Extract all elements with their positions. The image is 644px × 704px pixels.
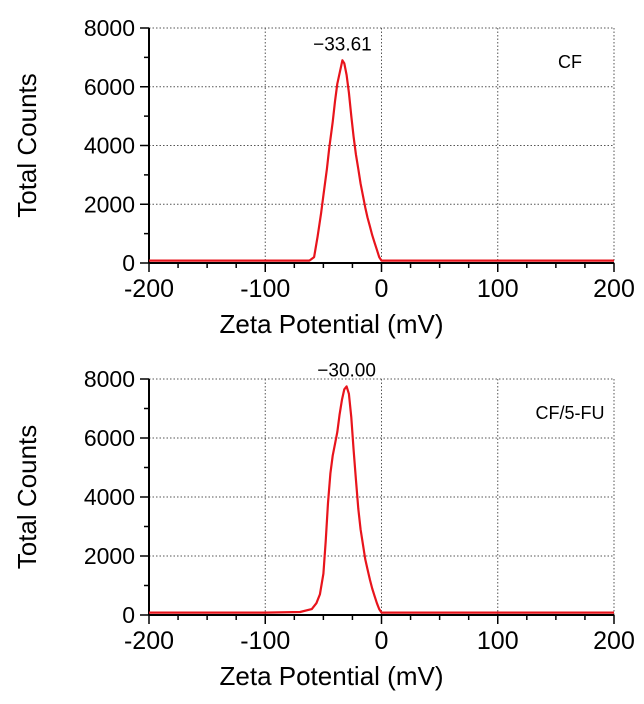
distribution-line [149,59,614,262]
x-tick-label: 200 [593,275,635,303]
x-tick-label: -100 [240,275,290,303]
x-tick-label: -200 [124,275,174,303]
y-tick-label: 6000 [84,74,135,100]
y-tick-label: 8000 [84,366,135,392]
sample-label: CF/5-FU [536,403,605,423]
x-tick-label: 200 [593,627,635,655]
y-tick-label: 6000 [84,425,135,451]
y-axis-label: Total Counts [12,425,42,570]
y-tick-label: 2000 [84,191,135,217]
x-tick-label: 0 [375,275,389,303]
y-tick-label: 4000 [84,484,135,510]
distribution-line [149,385,614,614]
x-tick-label: 100 [477,627,519,655]
x-tick-label: -100 [240,627,290,655]
y-tick-label: 8000 [84,15,135,41]
x-axis-label: Zeta Potential (mV) [220,309,444,339]
y-tick-label: 2000 [84,543,135,569]
y-tick-label: 4000 [84,133,135,159]
y-tick-label: 0 [122,602,135,628]
x-tick-label: -200 [124,627,174,655]
y-axis-label: Total Counts [12,73,42,218]
y-tick-label: 0 [122,250,135,276]
x-tick-label: 0 [375,627,389,655]
peak-label: −33.61 [313,34,372,55]
sample-label: CF [558,52,582,72]
x-axis-label: Zeta Potential (mV) [220,661,444,691]
peak-label: −30.00 [317,360,376,381]
x-tick-label: 100 [477,275,519,303]
